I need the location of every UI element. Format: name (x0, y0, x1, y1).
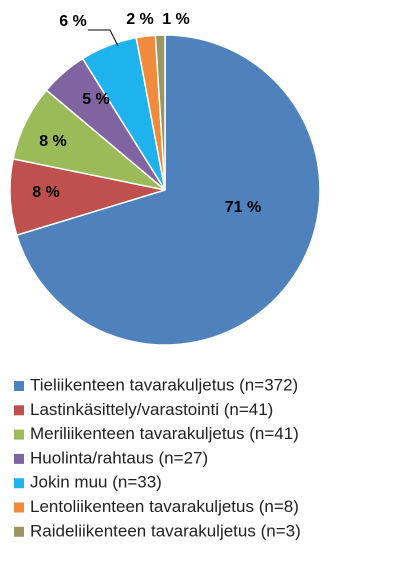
legend-swatch (14, 502, 24, 513)
legend-label: Lentoliikenteen tavarakuljetus (n=8) (30, 497, 299, 516)
data-label: 5 % (82, 91, 110, 108)
data-label: 8 % (39, 133, 67, 150)
pie-slice (154, 34, 166, 191)
legend-label: Lastinkäsittely/varastointi (n=41) (30, 400, 273, 419)
leader-line (88, 29, 119, 47)
legend-label: Huolinta/rahtaus (n=27) (30, 448, 208, 467)
legend-label: Raideliikenteen tavarakuljetus (n=3) (30, 521, 301, 540)
data-label: 1 % (162, 11, 190, 28)
data-label: 71 % (225, 199, 261, 216)
legend-label: Tieliikenteen tavarakuljetus (n=372) (30, 375, 298, 394)
legend-label: Meriliikenteen tavarakuljetus (n=41) (30, 424, 299, 443)
legend-swatch (14, 405, 24, 416)
pie-slice (15, 34, 321, 346)
data-label: 6 % (59, 13, 87, 30)
legend-label: Jokin muu (n=33) (30, 473, 162, 492)
data-label: 2 % (126, 11, 154, 28)
data-label: 8 % (32, 184, 60, 201)
legend-swatch (14, 478, 24, 489)
legend-swatch (14, 381, 24, 391)
legend-swatch (14, 526, 24, 537)
legend-swatch (14, 453, 24, 464)
legend-swatch (14, 429, 24, 440)
